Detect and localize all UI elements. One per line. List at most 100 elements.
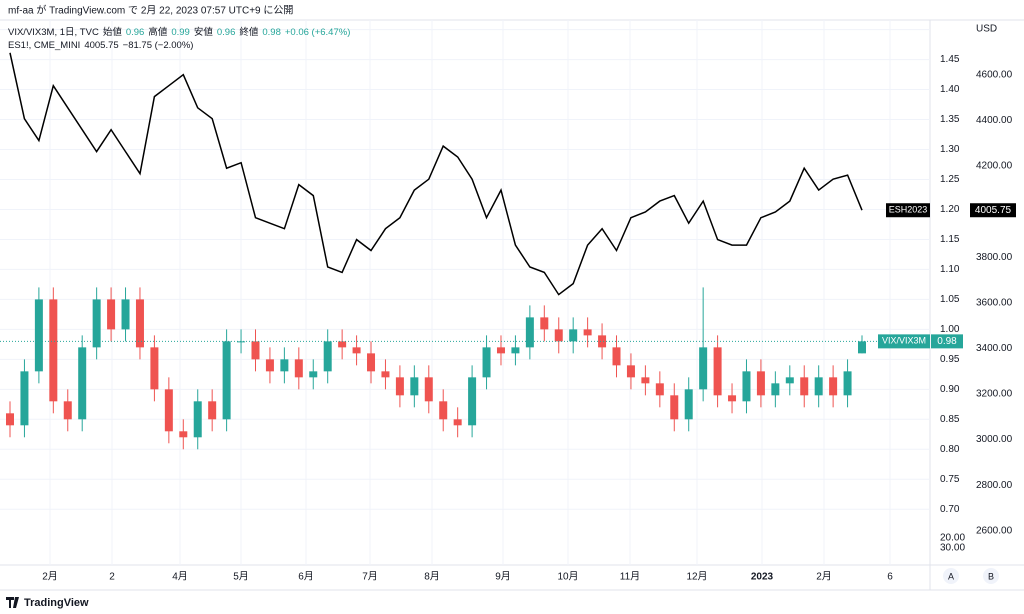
y2-tick-label: 3800.00 bbox=[976, 252, 1013, 263]
y-tick-label: 1.00 bbox=[940, 324, 960, 335]
y-tick-label: 20.00 bbox=[940, 533, 965, 544]
candle-body bbox=[6, 413, 14, 426]
candle-body bbox=[540, 317, 549, 330]
candle-body bbox=[280, 359, 289, 372]
auto-scale-button[interactable]: A bbox=[948, 571, 954, 581]
legend-item: 始値 bbox=[103, 26, 123, 38]
x-tick-label: 7月 bbox=[362, 571, 378, 583]
candle-body bbox=[34, 299, 43, 372]
y-tick-label: 1.30 bbox=[940, 144, 960, 155]
y-tick-label: 1.15 bbox=[940, 234, 960, 245]
candle-body bbox=[208, 401, 217, 420]
y-tick-label: 1.35 bbox=[940, 114, 960, 125]
candle-body bbox=[713, 347, 722, 396]
legend-row: ES1!, CME_MINI 4005.75 −81.75 (−2.00%) bbox=[8, 40, 193, 51]
legend-item: 0.99 bbox=[171, 27, 190, 38]
candle-body bbox=[20, 371, 29, 426]
series-tag: ESH2023 bbox=[889, 205, 928, 215]
price-tag-bg bbox=[931, 334, 963, 349]
y2-tick-label: 3400.00 bbox=[976, 343, 1013, 354]
y-tick-label: 1.05 bbox=[940, 294, 960, 305]
y2-tick-label: 3200.00 bbox=[976, 389, 1013, 400]
candle-body bbox=[699, 347, 708, 390]
x-tick-label: 9月 bbox=[495, 571, 511, 583]
candle-body bbox=[829, 377, 838, 396]
y-tick-label: 0.95 bbox=[940, 354, 960, 365]
candle-body bbox=[410, 377, 419, 396]
y-tick-label: 30.00 bbox=[940, 543, 965, 554]
scale-button[interactable]: B bbox=[988, 571, 994, 581]
candle-body bbox=[179, 431, 188, 438]
y2-tick-label: 4200.00 bbox=[976, 161, 1013, 172]
candle-body bbox=[395, 377, 404, 396]
candle-body bbox=[583, 329, 592, 336]
candle-body bbox=[655, 383, 664, 396]
candle-body bbox=[323, 341, 332, 372]
publish-header: mf-aa が TradingView.com で 2月 22, 2023 07… bbox=[8, 4, 293, 17]
candle-body bbox=[771, 383, 780, 396]
candle-body bbox=[193, 401, 202, 438]
legend-item: 0.98 bbox=[262, 27, 281, 38]
x-tick-label: 2月 bbox=[42, 571, 58, 583]
candle-body bbox=[800, 377, 809, 396]
y2-axis-label: USD bbox=[976, 24, 997, 35]
x-tick-label: 10月 bbox=[557, 571, 578, 583]
candle-body bbox=[92, 299, 101, 348]
candle-body bbox=[222, 341, 231, 420]
button-bg[interactable] bbox=[983, 568, 999, 584]
candle-body bbox=[294, 359, 303, 378]
candle-body bbox=[424, 377, 433, 402]
candle-body bbox=[626, 365, 635, 378]
candle-body bbox=[150, 347, 159, 390]
y-tick-label: 0.80 bbox=[940, 444, 960, 455]
candle-body bbox=[468, 377, 477, 426]
candle-body bbox=[78, 347, 87, 420]
candle-body bbox=[482, 347, 491, 378]
y-tick-label: 1.40 bbox=[940, 84, 960, 95]
candle-body bbox=[843, 371, 852, 396]
legend-row: VIX/VIX3M, 1日, TVC 始値 0.96 高値 0.99 安値 0.96 終値 0.… bbox=[8, 26, 350, 38]
price-tag-bg bbox=[970, 203, 1016, 218]
candle-body bbox=[251, 341, 260, 360]
candle-body bbox=[684, 389, 693, 420]
legend-item: 0.96 bbox=[217, 27, 236, 38]
y-tick-label: 0.90 bbox=[940, 384, 960, 395]
button-bg[interactable] bbox=[943, 568, 959, 584]
es-line bbox=[9, 52, 863, 296]
candle-body bbox=[49, 299, 58, 402]
series-tag-bg bbox=[886, 203, 930, 218]
legend-item: 終値 bbox=[239, 26, 259, 38]
candle-body bbox=[63, 401, 72, 420]
candle-body bbox=[121, 299, 130, 330]
candle-body bbox=[670, 395, 679, 420]
candle-body bbox=[612, 347, 621, 366]
y2-tick-label: 4600.00 bbox=[976, 69, 1013, 80]
x-tick-label: 12月 bbox=[686, 571, 707, 583]
legend-item: 4005.75 bbox=[84, 40, 118, 51]
x-tick-label: 2月 bbox=[816, 571, 832, 583]
candle-body bbox=[785, 377, 794, 384]
y2-tick-label: 3600.00 bbox=[976, 297, 1013, 308]
price-tag: 0.98 bbox=[937, 336, 957, 347]
y2-tick-label: 2800.00 bbox=[976, 480, 1013, 491]
x-tick-label: 4月 bbox=[172, 571, 188, 583]
x-tick-label: 5月 bbox=[233, 571, 249, 583]
candle-body bbox=[107, 299, 116, 330]
candle-body bbox=[265, 359, 274, 372]
legend-change: +0.06 (+6.47%) bbox=[285, 27, 351, 38]
candle-body bbox=[135, 299, 144, 348]
candle-body bbox=[164, 389, 173, 432]
candle-body bbox=[756, 371, 765, 396]
y-tick-label: 1.25 bbox=[940, 174, 960, 185]
candle-body bbox=[453, 419, 462, 426]
y-tick-label: 1.20 bbox=[940, 204, 960, 215]
legend-symbol: VIX/VIX3M, 1日, TVC bbox=[8, 27, 99, 38]
candle-body bbox=[554, 329, 563, 342]
y-tick-label: 0.70 bbox=[940, 504, 960, 515]
candle-body bbox=[439, 401, 448, 420]
series-tag-bg bbox=[878, 334, 930, 349]
candle-body bbox=[641, 377, 650, 384]
y2-tick-label: 4400.00 bbox=[976, 115, 1013, 126]
